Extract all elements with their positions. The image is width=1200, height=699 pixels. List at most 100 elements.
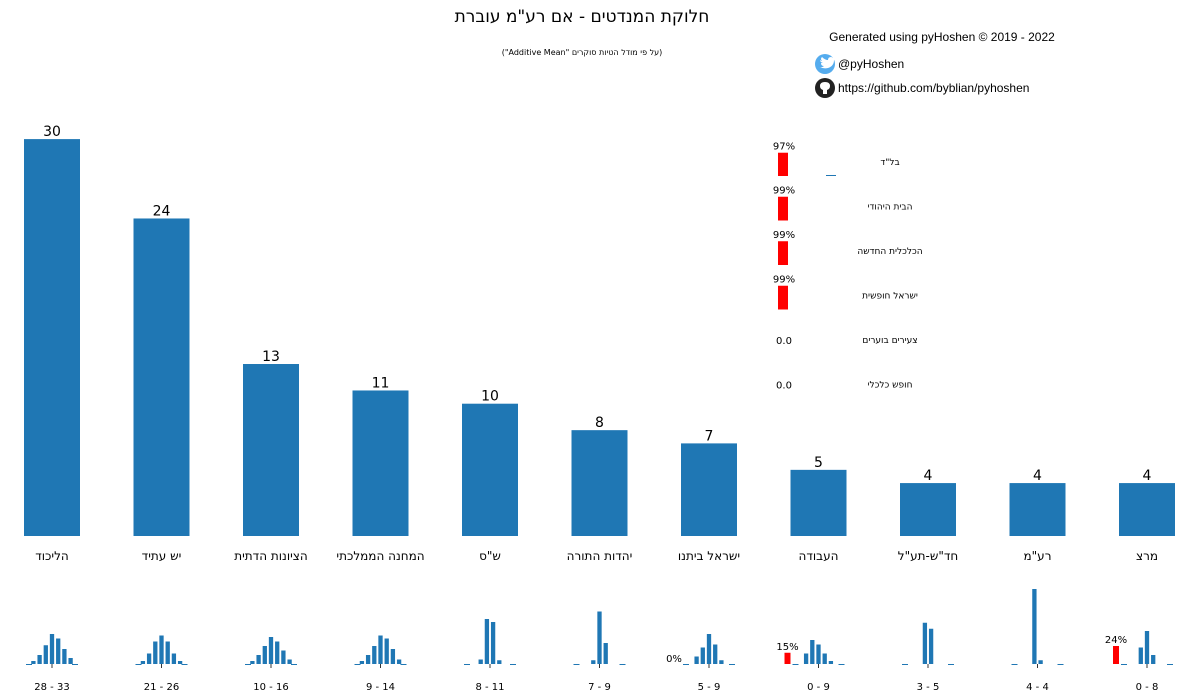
seat-range-label: 5 - 9: [698, 682, 721, 693]
party-name-label: חד"ש-תע"ל: [898, 549, 958, 563]
bar-value-label: 8: [595, 415, 604, 431]
bar-value-label: 10: [481, 389, 499, 405]
seat-bar: [571, 430, 628, 536]
small-party-pct: 0.0: [776, 381, 792, 392]
distribution-bin: [159, 635, 164, 664]
party-name-label: ש"ס: [479, 549, 501, 563]
seat-range-label: 10 - 16: [253, 682, 288, 693]
chart-title: חלוקת המנדטים - אם רע"מ עוברת: [455, 7, 710, 27]
credit-generated: Generated using pyHoshen © 2019 - 2022: [829, 30, 1055, 44]
distribution-bin: [1144, 631, 1150, 664]
distribution-bin: [31, 661, 36, 664]
small-party-pct: 99%: [773, 275, 795, 286]
distribution-bin: [706, 634, 712, 664]
distribution-bin: [1138, 647, 1143, 664]
distribution-bin: [822, 653, 827, 664]
seat-bar: [681, 443, 737, 536]
small-party-pct: 99%: [773, 230, 795, 241]
distribution-bin: [497, 660, 502, 664]
small-party-threshold-bar: [778, 285, 788, 310]
seat-range-label: 8 - 11: [475, 682, 504, 693]
distribution-bin: [803, 653, 809, 664]
seat-range-label: 9 - 14: [366, 682, 395, 693]
seat-range-label: 0 - 8: [1136, 682, 1159, 693]
bar-value-label: 4: [924, 468, 933, 484]
distribution-bin: [49, 634, 55, 664]
distribution-bin: [250, 661, 255, 664]
small-party-pct: 97%: [773, 142, 795, 153]
twitter-handle[interactable]: @pyHoshen: [838, 57, 904, 71]
below-threshold-bar: [784, 652, 791, 664]
below-threshold-pct: 0%: [666, 654, 682, 665]
main-bars: 30 הליכוד 24 יש עתיד 13 הציונות הדתית 11 המחנה …: [24, 124, 1175, 563]
distribution-bin: [372, 646, 377, 664]
seat-range-label: 4 - 4: [1026, 682, 1049, 693]
party-name-label: מרצ: [1136, 549, 1158, 563]
seat-range-label: 0 - 9: [807, 682, 830, 693]
bar-value-label: 7: [705, 428, 714, 444]
small-party-name: חופש כלכלי: [868, 381, 913, 391]
below-threshold-bar: [1113, 646, 1119, 664]
seat-range-label: 28 - 33: [34, 682, 69, 693]
small-parties-panel: בל"ד 97% הבית היהודי 99% הכלכלית החדשה 99% ישר…: [773, 142, 923, 392]
distribution-bin: [43, 645, 48, 664]
distribution-bin: [828, 661, 834, 664]
distribution-bin: [359, 661, 365, 664]
distribution-bin: [37, 655, 42, 664]
distribution-bin: [700, 647, 705, 664]
bar-value-label: 4: [1033, 468, 1042, 484]
distribution-bin: [597, 611, 602, 664]
seat-distributions: 28 - 33 21 - 26 10 - 16 9 - 14 8 - 11 7 - 9 5 …: [26, 589, 1173, 693]
distribution-bin: [378, 635, 383, 664]
github-url[interactable]: https://github.com/byblian/pyhoshen: [838, 81, 1029, 95]
bar-value-label: 30: [43, 124, 61, 140]
seat-bar: [243, 364, 299, 536]
distribution-bin: [810, 640, 815, 664]
party-name-label: המחנה הממלכתי: [336, 549, 424, 563]
seat-bar: [462, 403, 518, 536]
seat-bar: [790, 469, 847, 536]
party-name-label: הליכוד: [35, 549, 69, 563]
distribution-bin: [816, 644, 821, 664]
twitter-bird-glyph: [819, 57, 836, 69]
bar-value-label: 4: [1143, 468, 1152, 484]
party-name-label: העבודה: [799, 549, 839, 563]
small-party-name: הכלכלית החדשה: [857, 247, 922, 257]
distribution-bin: [56, 638, 61, 664]
seat-range-label: 3 - 5: [917, 682, 940, 693]
seat-bar: [352, 390, 409, 536]
party-name-label: ישראל ביתנו: [678, 549, 740, 563]
distribution-bin: [1151, 655, 1156, 664]
small-party-name: הבית היהודי: [867, 203, 912, 213]
distribution-bin: [396, 659, 402, 664]
below-threshold-pct: 15%: [776, 642, 798, 653]
bar-value-label: 24: [153, 203, 171, 219]
seat-range-label: 21 - 26: [144, 682, 179, 693]
github-credit[interactable]: https://github.com/byblian/pyhoshen: [815, 78, 1029, 98]
distribution-bin: [68, 658, 73, 664]
distribution-bin: [165, 641, 170, 664]
distribution-bin: [256, 655, 261, 664]
seat-bar: [1009, 483, 1066, 536]
small-party-name: ישראל חופשית: [862, 292, 918, 302]
small-party-threshold-bar: [778, 241, 788, 265]
distribution-bin: [365, 655, 371, 664]
distribution-bin: [390, 649, 396, 664]
distribution-bin: [146, 653, 152, 664]
below-threshold-pct: 24%: [1105, 635, 1127, 646]
small-party-name: צעירים בוערים: [862, 336, 917, 346]
distribution-bin: [384, 638, 389, 664]
distribution-bin: [928, 628, 934, 664]
party-name-label: יש עתיד: [142, 549, 182, 563]
small-party-pct: 0.0: [776, 336, 792, 347]
distribution-bin: [719, 660, 724, 664]
seat-bar: [133, 218, 190, 537]
distribution-bin: [591, 660, 596, 664]
distribution-bin: [275, 641, 280, 664]
seat-range-label: 7 - 9: [588, 682, 611, 693]
small-party-threshold-bar: [778, 196, 788, 221]
distribution-bin: [694, 656, 699, 664]
distribution-bin: [171, 653, 177, 664]
twitter-credit[interactable]: @pyHoshen: [815, 54, 904, 74]
